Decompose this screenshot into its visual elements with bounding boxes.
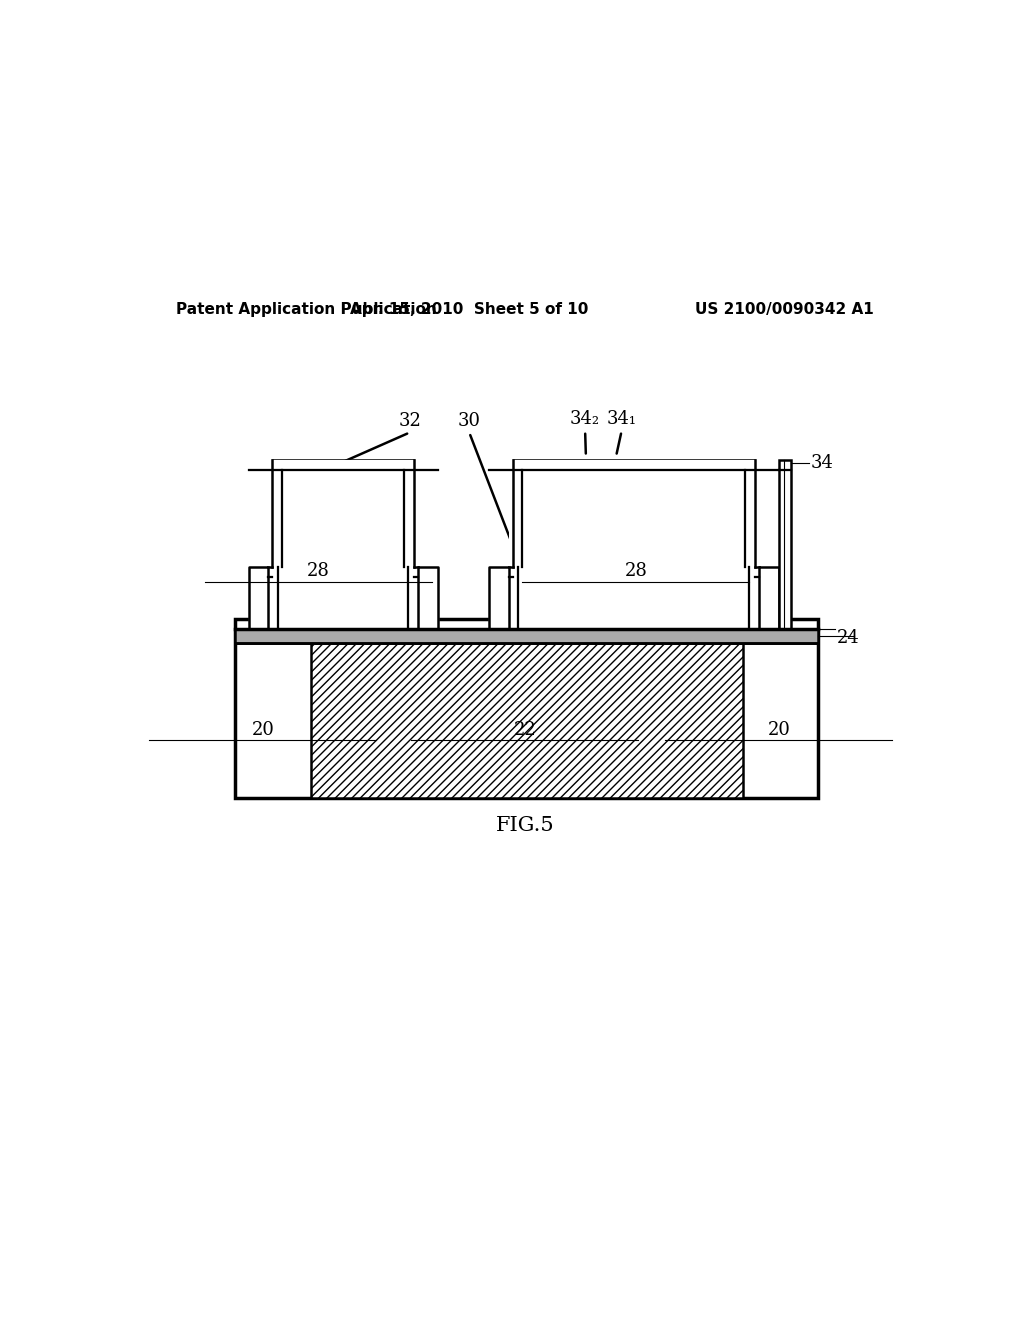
Bar bbox=[268, 461, 418, 628]
Text: 30: 30 bbox=[458, 412, 480, 429]
Bar bbox=[236, 619, 818, 797]
Text: 20: 20 bbox=[252, 721, 274, 739]
Text: 34: 34 bbox=[811, 454, 834, 473]
Text: 34₁: 34₁ bbox=[606, 411, 637, 428]
Text: 32: 32 bbox=[398, 412, 421, 429]
Bar bbox=[778, 461, 791, 628]
Text: 28: 28 bbox=[625, 562, 647, 581]
Polygon shape bbox=[249, 461, 437, 628]
Text: 22: 22 bbox=[513, 721, 537, 739]
Text: 28: 28 bbox=[307, 562, 330, 581]
Text: 34₂: 34₂ bbox=[570, 411, 600, 428]
Bar bbox=[509, 461, 759, 628]
Bar bbox=[236, 628, 818, 643]
Text: US 2100/0090342 A1: US 2100/0090342 A1 bbox=[695, 302, 873, 317]
Bar bbox=[236, 628, 818, 643]
Text: 20: 20 bbox=[767, 721, 791, 739]
Text: Patent Application Publication: Patent Application Publication bbox=[176, 302, 436, 317]
Polygon shape bbox=[489, 461, 778, 628]
Bar bbox=[310, 643, 743, 797]
Text: Apr. 15, 2010  Sheet 5 of 10: Apr. 15, 2010 Sheet 5 of 10 bbox=[350, 302, 589, 317]
Text: 24: 24 bbox=[837, 630, 859, 647]
Text: FIG.5: FIG.5 bbox=[496, 816, 554, 834]
